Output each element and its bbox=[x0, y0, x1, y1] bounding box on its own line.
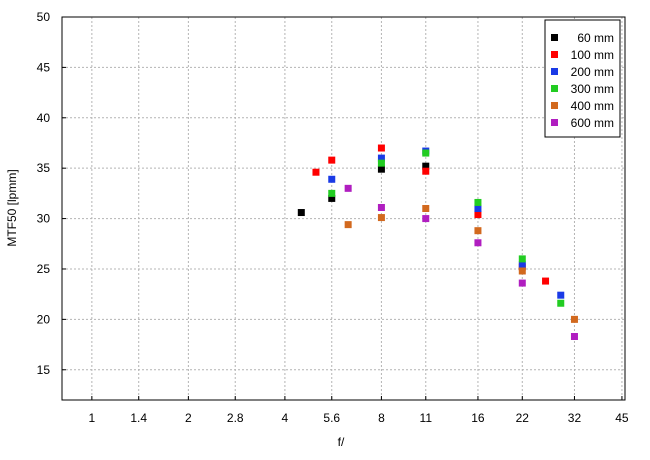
plot-area bbox=[61, 16, 626, 401]
data-point-600mm bbox=[570, 333, 578, 341]
legend-label: 400 mm bbox=[571, 99, 614, 113]
data-point-60mm bbox=[328, 194, 336, 202]
data-point-100mm bbox=[474, 211, 482, 219]
y-tick-label: 40 bbox=[37, 111, 51, 125]
legend-label: 60 mm bbox=[577, 31, 614, 45]
legend: 60 mm 100 mm 200 mm 300 mm 400 mm 600 mm bbox=[544, 19, 621, 138]
data-point-200mm bbox=[328, 175, 336, 183]
data-point-300mm bbox=[518, 255, 526, 263]
x-tick-label: 2.8 bbox=[227, 411, 244, 425]
y-axis-label: MTF50 [lpmm] bbox=[5, 169, 19, 246]
legend-label: 100 mm bbox=[571, 48, 614, 62]
data-points bbox=[297, 144, 578, 341]
x-tick-label: 1 bbox=[89, 411, 96, 425]
data-point-100mm bbox=[422, 167, 430, 175]
x-tick-label: 16 bbox=[471, 411, 485, 425]
x-tick-label: 32 bbox=[568, 411, 582, 425]
x-tick-label: 2 bbox=[185, 411, 192, 425]
data-point-400mm bbox=[570, 315, 578, 323]
legend-marker bbox=[551, 68, 558, 75]
y-tick-label: 20 bbox=[37, 312, 51, 326]
data-point-100mm bbox=[542, 277, 550, 285]
grid bbox=[62, 16, 625, 400]
legend-marker bbox=[551, 102, 558, 109]
x-tick-label: 4 bbox=[282, 411, 289, 425]
legend-marker bbox=[551, 85, 558, 92]
data-point-600mm bbox=[344, 184, 352, 192]
legend-label: 200 mm bbox=[571, 65, 614, 79]
data-point-300mm bbox=[377, 159, 385, 167]
legend-marker bbox=[551, 119, 558, 126]
data-point-60mm bbox=[297, 209, 305, 217]
legend-label: 600 mm bbox=[571, 116, 614, 130]
data-point-600mm bbox=[377, 203, 385, 211]
data-point-300mm bbox=[422, 149, 430, 157]
y-tick-label: 15 bbox=[37, 363, 51, 377]
data-point-100mm bbox=[377, 144, 385, 152]
x-axis: 1 1.4 2 2.8 4 5.6 8 11 16 22 32 45 bbox=[89, 396, 629, 425]
y-tick-label: 35 bbox=[37, 161, 51, 175]
y-axis: 15 20 25 30 35 40 45 50 bbox=[37, 10, 66, 377]
data-point-400mm bbox=[474, 227, 482, 235]
data-point-600mm bbox=[422, 215, 430, 223]
data-point-400mm bbox=[344, 221, 352, 229]
x-tick-label: 45 bbox=[615, 411, 629, 425]
data-point-100mm bbox=[312, 168, 320, 176]
x-tick-label: 8 bbox=[378, 411, 385, 425]
x-tick-label: 22 bbox=[516, 411, 530, 425]
data-point-200mm bbox=[474, 205, 482, 212]
x-tick-label: 1.4 bbox=[130, 411, 147, 425]
x-axis-label: f/ bbox=[338, 435, 345, 449]
data-point-200mm bbox=[377, 154, 385, 162]
y-tick-label: 45 bbox=[37, 60, 51, 74]
legend-label: 300 mm bbox=[571, 82, 614, 96]
data-point-100mm bbox=[328, 156, 336, 164]
y-tick-label: 25 bbox=[37, 262, 51, 276]
data-point-400mm bbox=[377, 214, 385, 222]
legend-marker bbox=[551, 34, 558, 41]
y-tick-label: 50 bbox=[37, 10, 51, 24]
data-point-200mm bbox=[518, 261, 526, 269]
data-point-60mm bbox=[377, 165, 385, 173]
data-point-200mm bbox=[557, 291, 565, 299]
data-point-60mm bbox=[422, 162, 430, 170]
data-point-600mm bbox=[518, 279, 526, 287]
data-point-400mm bbox=[422, 205, 430, 212]
y-tick-label: 30 bbox=[37, 212, 51, 226]
data-point-300mm bbox=[557, 299, 565, 307]
data-point-300mm bbox=[328, 189, 336, 197]
data-point-400mm bbox=[518, 267, 526, 275]
data-point-600mm bbox=[474, 239, 482, 247]
legend-marker bbox=[551, 51, 558, 58]
data-point-300mm bbox=[474, 198, 482, 206]
x-tick-label: 5.6 bbox=[323, 411, 340, 425]
x-tick-label: 11 bbox=[420, 411, 433, 425]
